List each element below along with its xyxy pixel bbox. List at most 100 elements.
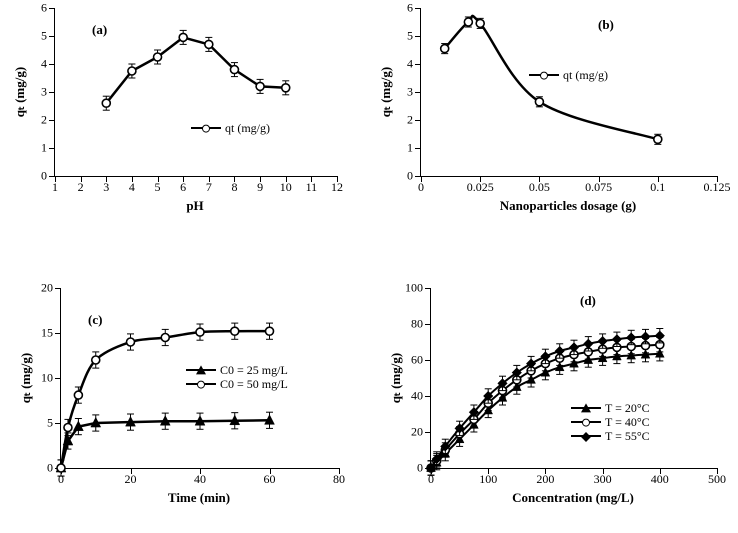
legend-item: T = 40°C bbox=[571, 415, 650, 429]
panel-a: 1234567891011120123456pHqₜ (mg/g)(a)qt (… bbox=[20, 8, 363, 224]
y-axis-label: qₜ (mg/g) bbox=[378, 67, 394, 117]
x-tick-label: 5 bbox=[155, 180, 161, 195]
legend: qt (mg/g) bbox=[528, 67, 609, 83]
y-axis-label: qₜ (mg/g) bbox=[388, 353, 404, 403]
x-tick-label: 1 bbox=[52, 180, 58, 195]
x-tick-label: 0.125 bbox=[704, 180, 731, 195]
x-tick-label: 300 bbox=[594, 472, 612, 487]
x-tick-label: 0 bbox=[418, 180, 424, 195]
y-tick-label: 0 bbox=[47, 461, 53, 476]
legend-line-icon bbox=[529, 74, 559, 76]
x-axis-label: Nanoparticles dosage (g) bbox=[500, 198, 637, 214]
legend-text: T = 55°C bbox=[605, 429, 650, 443]
legend-text: qt (mg/g) bbox=[563, 68, 608, 82]
legend: T = 20°CT = 40°CT = 55°C bbox=[570, 400, 651, 444]
legend-item: T = 20°C bbox=[571, 401, 650, 415]
y-tick-label: 10 bbox=[41, 371, 53, 386]
legend-line-icon bbox=[186, 383, 216, 385]
legend-marker-icon bbox=[581, 403, 591, 412]
legend: qt (mg/g) bbox=[190, 120, 271, 136]
x-tick-label: 0.05 bbox=[529, 180, 550, 195]
panel-label: (a) bbox=[92, 22, 107, 38]
x-tick-label: 0.075 bbox=[585, 180, 612, 195]
y-tick-label: 6 bbox=[407, 1, 413, 16]
panel-label: (c) bbox=[88, 312, 102, 328]
x-tick-label: 60 bbox=[264, 472, 276, 487]
legend-text: C0 = 25 mg/L bbox=[220, 363, 288, 377]
x-tick-label: 0.1 bbox=[650, 180, 665, 195]
legend: C0 = 25 mg/LC0 = 50 mg/L bbox=[185, 362, 289, 392]
x-tick-label: 80 bbox=[333, 472, 345, 487]
y-axis-label: qₜ (mg/g) bbox=[12, 67, 28, 117]
legend-marker-icon bbox=[582, 419, 590, 427]
y-tick-label: 3 bbox=[41, 85, 47, 100]
legend-line-icon bbox=[571, 407, 601, 409]
y-tick-label: 20 bbox=[411, 425, 423, 440]
y-tick-label: 6 bbox=[41, 1, 47, 16]
legend-text: C0 = 50 mg/L bbox=[220, 377, 288, 391]
x-tick-label: 500 bbox=[708, 472, 726, 487]
x-tick-label: 100 bbox=[479, 472, 497, 487]
figure: 1234567891011120123456pHqₜ (mg/g)(a)qt (… bbox=[0, 0, 738, 533]
y-tick-label: 0 bbox=[417, 461, 423, 476]
x-tick-label: 200 bbox=[536, 472, 554, 487]
legend-marker-icon bbox=[202, 125, 210, 133]
x-tick-label: 4 bbox=[129, 180, 135, 195]
legend-item: C0 = 25 mg/L bbox=[186, 363, 288, 377]
legend-marker-icon bbox=[540, 72, 548, 80]
x-tick-label: 10 bbox=[280, 180, 292, 195]
legend-marker-icon bbox=[196, 365, 206, 374]
x-tick-label: 9 bbox=[257, 180, 263, 195]
y-tick-label: 1 bbox=[41, 141, 47, 156]
legend-text: qt (mg/g) bbox=[225, 121, 270, 135]
y-axis-label: qₜ (mg/g) bbox=[18, 353, 34, 403]
x-tick-label: 3 bbox=[103, 180, 109, 195]
y-tick-label: 2 bbox=[407, 113, 413, 128]
x-axis-label: pH bbox=[186, 198, 203, 214]
x-tick-label: 6 bbox=[180, 180, 186, 195]
panel-d: 0100200300400500020406080100Concentratio… bbox=[383, 285, 726, 517]
legend-item: C0 = 50 mg/L bbox=[186, 377, 288, 391]
y-tick bbox=[415, 176, 421, 177]
x-tick-label: 400 bbox=[651, 472, 669, 487]
x-tick-label: 2 bbox=[78, 180, 84, 195]
x-tick-label: 12 bbox=[331, 180, 343, 195]
legend-item: qt (mg/g) bbox=[529, 68, 608, 82]
panel-label: (b) bbox=[598, 17, 614, 33]
x-tick-label: 0.025 bbox=[467, 180, 494, 195]
chart-svg bbox=[421, 8, 717, 176]
y-tick-label: 5 bbox=[47, 416, 53, 431]
legend-text: T = 20°C bbox=[605, 401, 650, 415]
y-tick-label: 1 bbox=[407, 141, 413, 156]
panel-c: 02040608005101520Time (min)qₜ (mg/g)(c)C… bbox=[20, 285, 363, 517]
x-tick-label: 20 bbox=[125, 472, 137, 487]
y-tick-label: 40 bbox=[411, 389, 423, 404]
x-axis-label: Time (min) bbox=[168, 490, 230, 506]
legend-line-icon bbox=[191, 127, 221, 129]
x-axis-label: Concentration (mg/L) bbox=[512, 490, 634, 506]
y-tick-label: 15 bbox=[41, 326, 53, 341]
y-tick-label: 5 bbox=[407, 29, 413, 44]
x-tick-label: 40 bbox=[194, 472, 206, 487]
legend-item: T = 55°C bbox=[571, 429, 650, 443]
y-tick-label: 0 bbox=[407, 169, 413, 184]
legend-marker-icon bbox=[581, 432, 591, 442]
y-tick-label: 2 bbox=[41, 113, 47, 128]
legend-marker-icon bbox=[197, 381, 205, 389]
legend-text: T = 40°C bbox=[605, 415, 650, 429]
y-tick-label: 60 bbox=[411, 353, 423, 368]
legend-line-icon bbox=[571, 421, 601, 423]
legend-line-icon bbox=[571, 435, 601, 437]
y-tick-label: 0 bbox=[41, 169, 47, 184]
x-tick-label: 8 bbox=[231, 180, 237, 195]
y-tick-label: 80 bbox=[411, 317, 423, 332]
y-tick-label: 20 bbox=[41, 281, 53, 296]
x-tick-label: 11 bbox=[306, 180, 318, 195]
y-tick-label: 3 bbox=[407, 85, 413, 100]
y-tick-label: 5 bbox=[41, 29, 47, 44]
legend-line-icon bbox=[186, 369, 216, 371]
y-tick bbox=[49, 176, 55, 177]
panel-label: (d) bbox=[580, 293, 596, 309]
y-tick-label: 4 bbox=[41, 57, 47, 72]
x-tick-label: 7 bbox=[206, 180, 212, 195]
